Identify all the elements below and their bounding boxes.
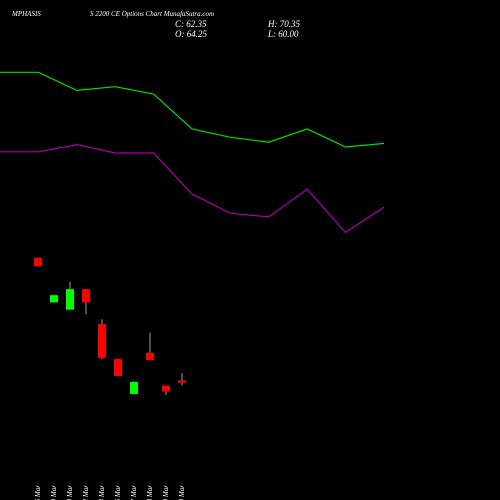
x-tick-label: 18 Mar <box>146 485 154 500</box>
x-tick-label: 06 Mar <box>34 485 42 500</box>
candle-body <box>82 289 90 303</box>
x-tick-label: 09 Mar <box>50 485 58 500</box>
candle-body <box>66 289 74 310</box>
high-label: H: 70.35 <box>267 19 300 29</box>
candle-body <box>114 359 122 376</box>
x-tick-label: 19 Mar <box>162 485 170 500</box>
x-tick-label: 13 Mar <box>98 485 106 500</box>
x-tick-label: 17 Mar <box>130 485 138 500</box>
overlay-line <box>0 71 385 148</box>
candle-body <box>146 353 154 361</box>
candle-body <box>178 380 186 383</box>
chart-subtitle: S 2200 CE Options Chart MunafaSutra.com <box>90 10 214 18</box>
open-label: O: 64.25 <box>175 29 207 39</box>
close-label: C: 62.35 <box>175 19 207 29</box>
candle-body <box>162 385 170 392</box>
x-tick-label: 10 Mar <box>66 485 74 500</box>
overlay-line <box>0 143 385 234</box>
candle-body <box>130 381 138 394</box>
candle-body <box>50 295 58 303</box>
low-label: L: 60.00 <box>267 29 299 39</box>
x-tick-label: 12 Mar <box>82 485 90 500</box>
candle-body <box>98 324 106 358</box>
candle-body <box>34 257 42 267</box>
x-tick-label: 16 Mar <box>114 485 122 500</box>
x-tick-label: 20 Mar <box>178 485 186 500</box>
chart-title: MPHASIS <box>11 10 41 18</box>
